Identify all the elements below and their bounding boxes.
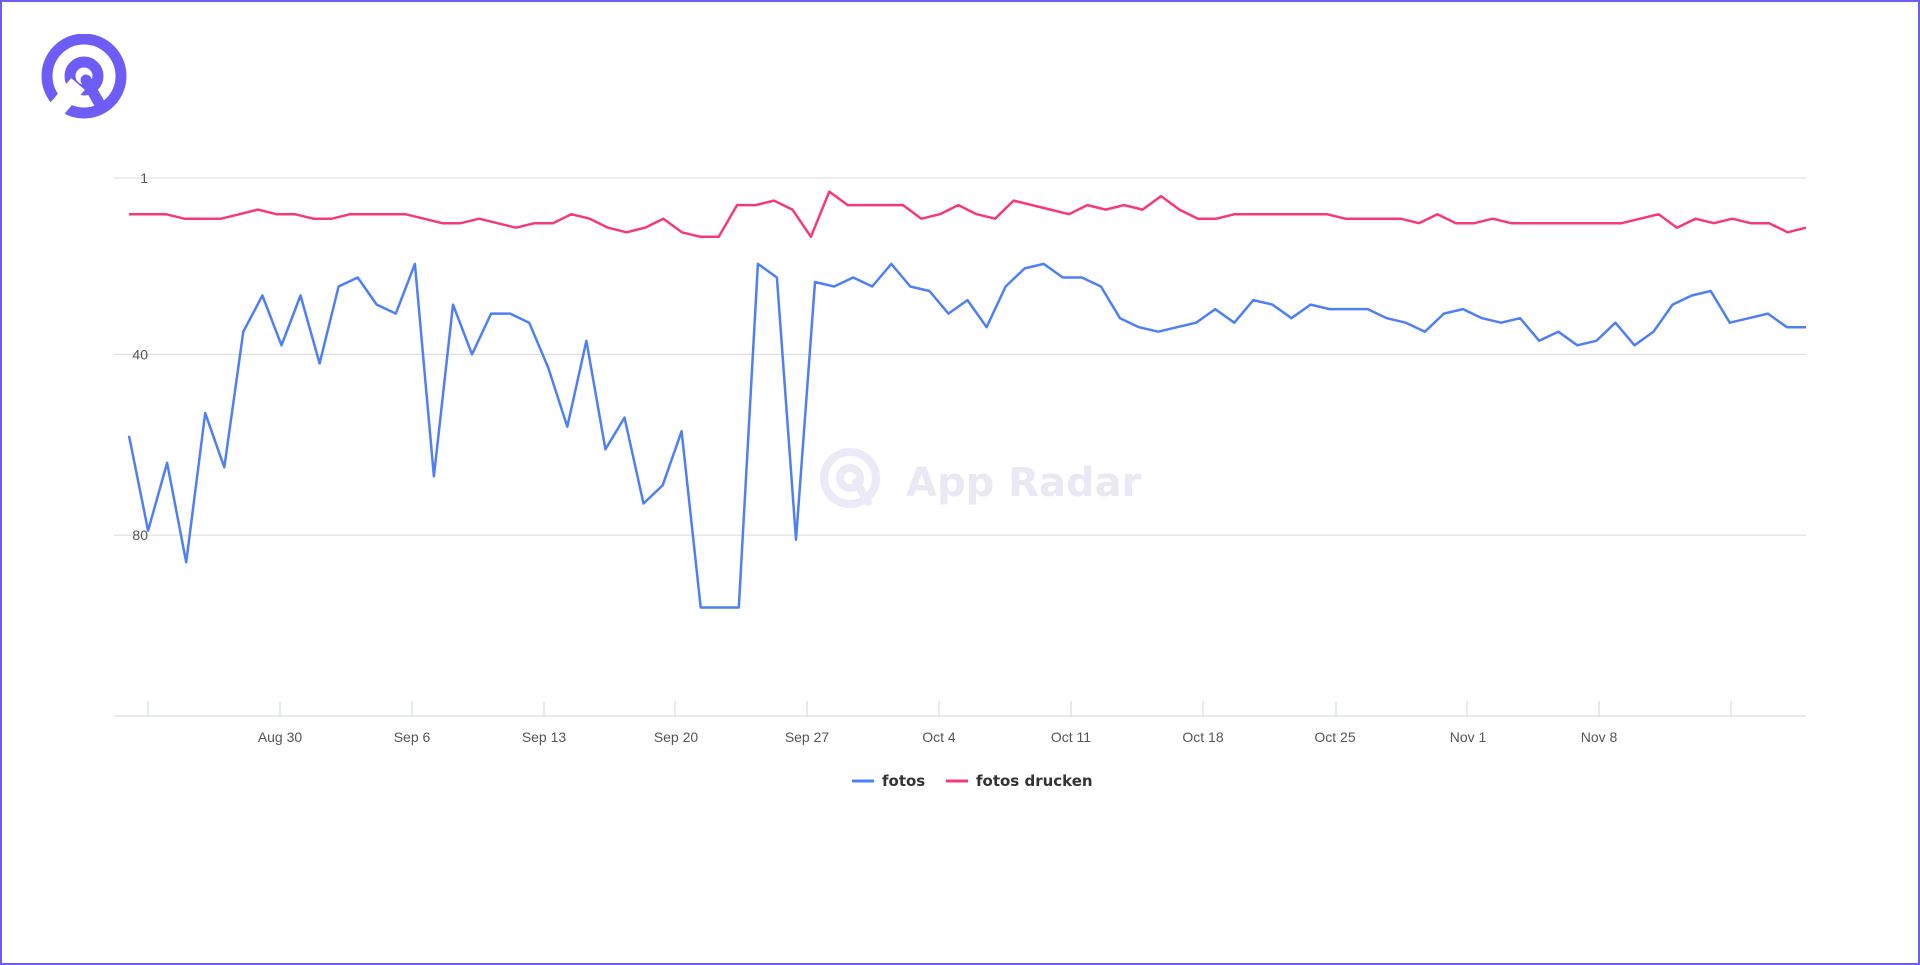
x-axis: Aug 30 Sep 6 Sep 13 Sep 20 Sep 27 Oct 4 Oct 11… <box>114 701 1806 745</box>
x-tick-label: Oct 25 <box>1314 729 1355 745</box>
series-line-fotos <box>127 262 1806 609</box>
legend-label: fotos drucken <box>976 772 1093 790</box>
series-line-fotos-drucken <box>129 190 1807 239</box>
y-tick-label: 40 <box>132 346 148 362</box>
watermark: App Radar <box>820 448 1142 508</box>
x-tick-label: Oct 18 <box>1182 729 1223 745</box>
legend-label: fotos <box>882 772 925 790</box>
series-lines <box>127 190 1807 609</box>
x-tick-label: Aug 30 <box>258 729 303 745</box>
legend: fotos fotos drucken <box>852 772 1093 790</box>
app-radar-watermark-icon <box>820 448 880 508</box>
x-tick-label: Nov 8 <box>1581 729 1618 745</box>
x-tick-label: Oct 4 <box>922 729 956 745</box>
x-tick-label: Sep 13 <box>522 729 567 745</box>
grid: 1 40 80 <box>114 170 1806 543</box>
watermark-text: App Radar <box>906 460 1142 506</box>
y-tick-label: 1 <box>140 170 148 186</box>
x-tick-label: Sep 27 <box>785 729 830 745</box>
x-tick-label: Oct 11 <box>1051 729 1091 745</box>
x-tick-label: Sep 20 <box>654 729 699 745</box>
y-tick-label: 80 <box>132 527 148 543</box>
x-tick-label: Sep 6 <box>394 729 431 745</box>
x-tick-label: Nov 1 <box>1450 729 1487 745</box>
app-radar-logo-icon <box>38 34 127 126</box>
